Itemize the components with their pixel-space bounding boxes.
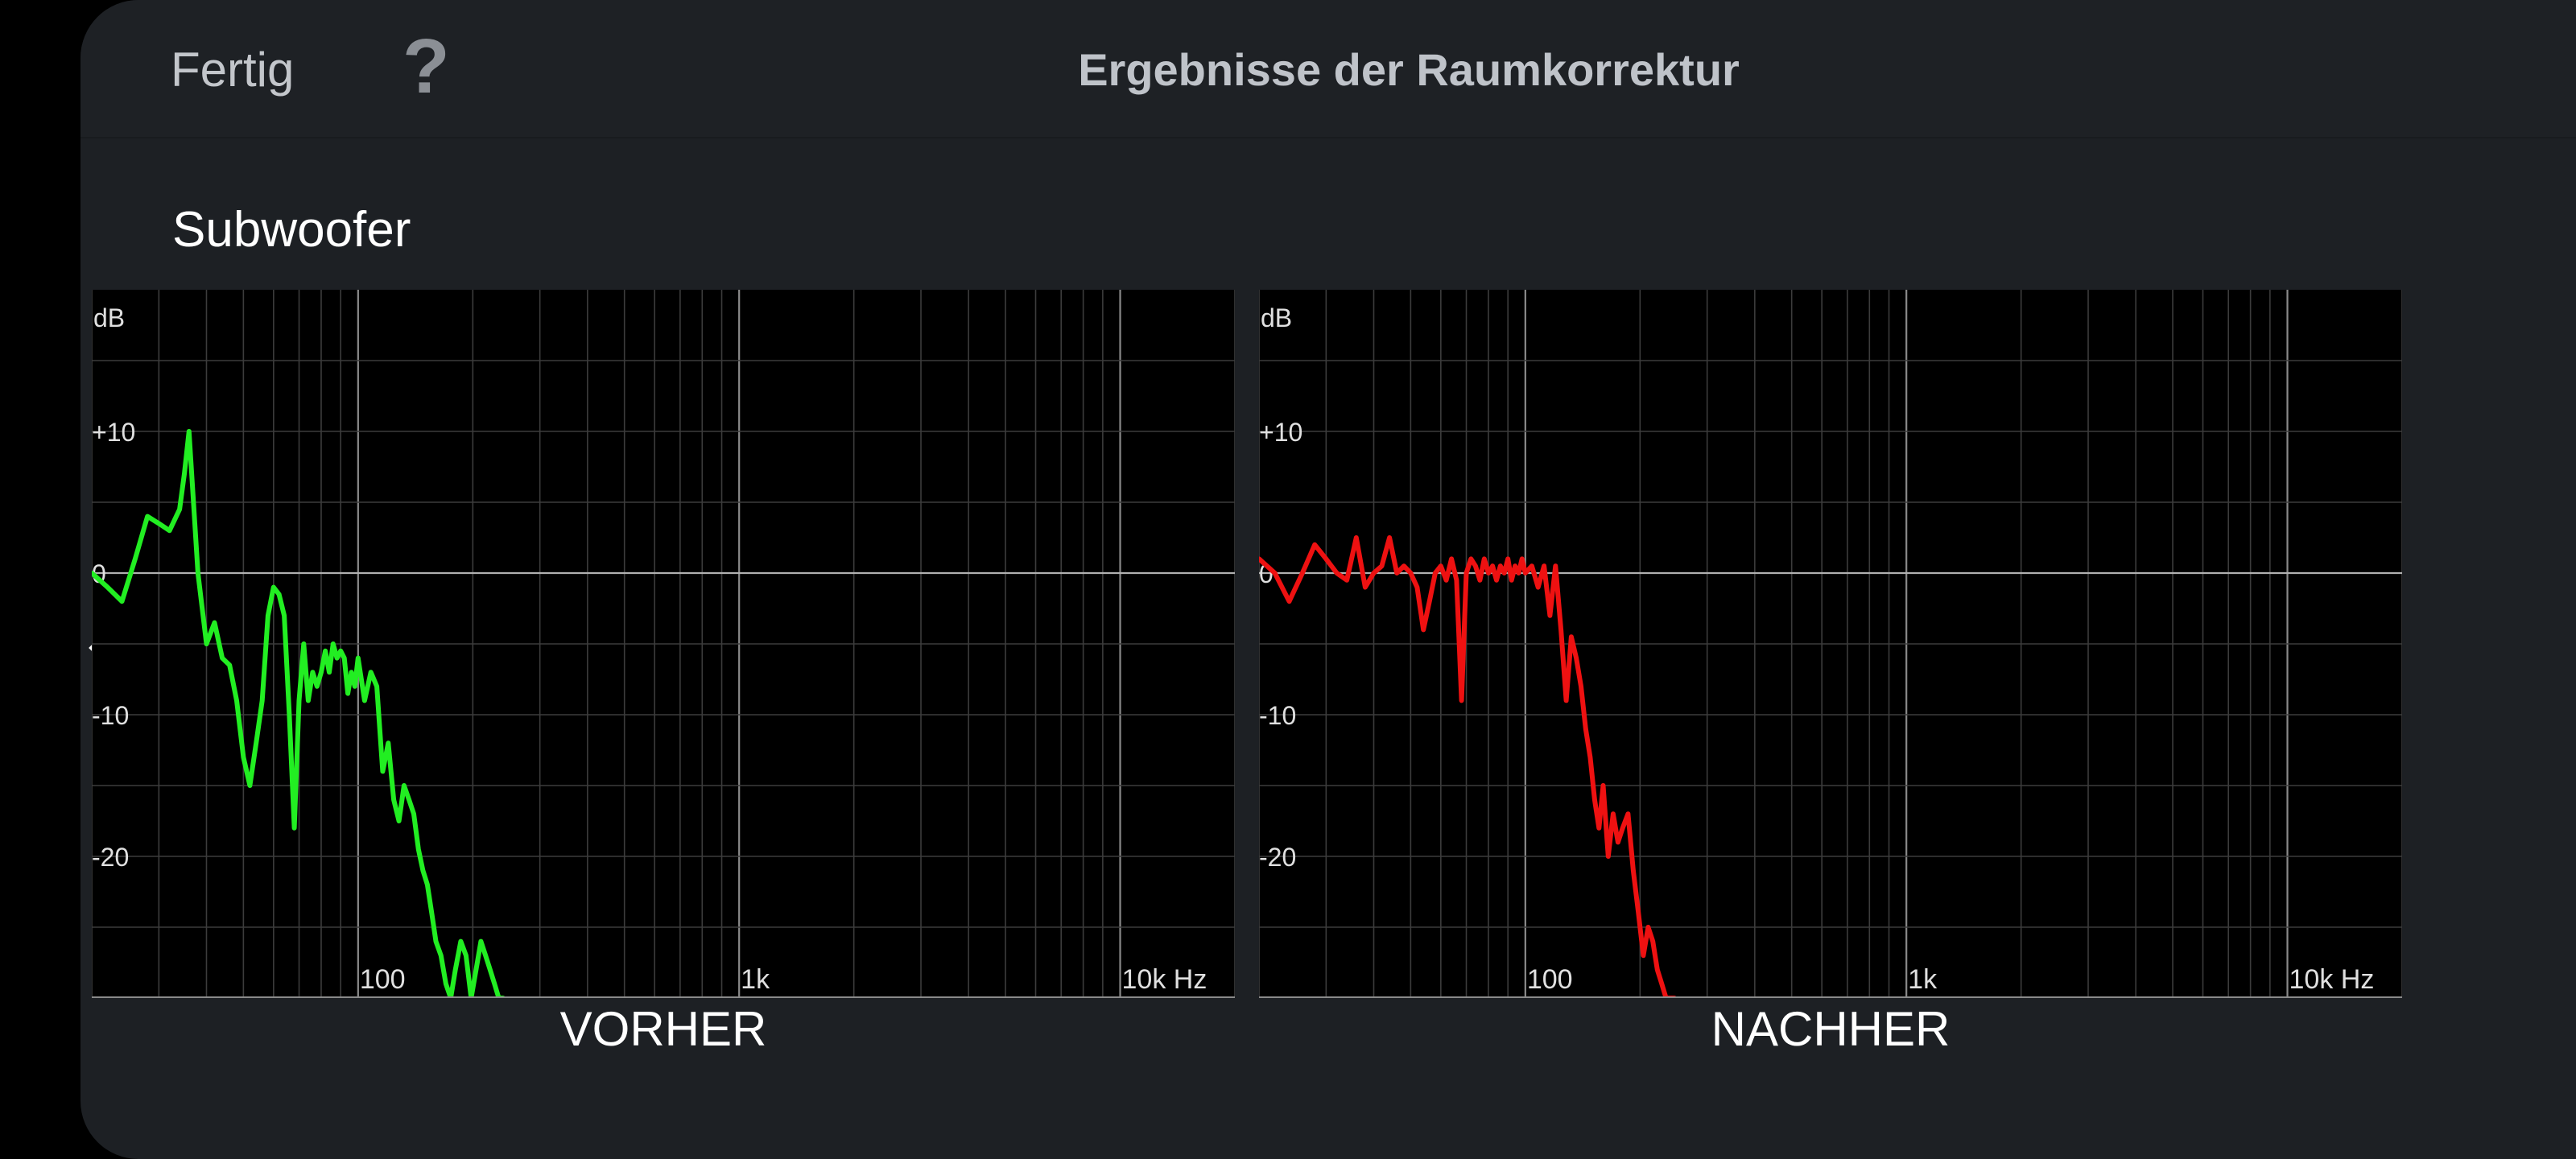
chart-before: dB +10 0 -10 -20 100 1k 10k Hz xyxy=(92,290,1235,998)
before-response-curve xyxy=(92,429,506,998)
x-tick-label: 10k Hz xyxy=(1122,964,1208,995)
y-tick-label: -10 xyxy=(92,701,129,730)
y-unit-label: dB xyxy=(1261,303,1292,332)
section-title: Subwoofer xyxy=(172,202,411,258)
top-bar: Fertig ? Ergebnisse der Raumkorrektur xyxy=(80,0,2576,138)
x-tick-label: 1k xyxy=(1908,964,1938,995)
x-tick-label: 1k xyxy=(741,964,770,995)
chart-after-caption: NACHHER xyxy=(1711,1002,1951,1056)
after-response-curve xyxy=(1259,535,1677,998)
done-button[interactable]: Fertig xyxy=(171,43,295,97)
chart-after: dB +10 0 -10 -20 100 1k 10k Hz xyxy=(1259,290,2402,998)
y-tick-label: +10 xyxy=(92,418,135,447)
chart-before-caption: VORHER xyxy=(559,1002,767,1056)
y-tick-label: +10 xyxy=(1259,418,1302,447)
y-tick-label: -20 xyxy=(92,843,129,872)
page-title: Ergebnisse der Raumkorrektur xyxy=(1078,44,1740,95)
x-tick-label: 10k Hz xyxy=(2289,964,2375,995)
x-tick-label: 100 xyxy=(360,964,406,995)
x-tick-label: 100 xyxy=(1527,964,1573,995)
question-mark-icon[interactable]: ? xyxy=(402,23,450,109)
y-unit-label: dB xyxy=(93,303,125,332)
y-tick-label: -10 xyxy=(1259,701,1296,730)
y-tick-label: -20 xyxy=(1259,843,1296,872)
